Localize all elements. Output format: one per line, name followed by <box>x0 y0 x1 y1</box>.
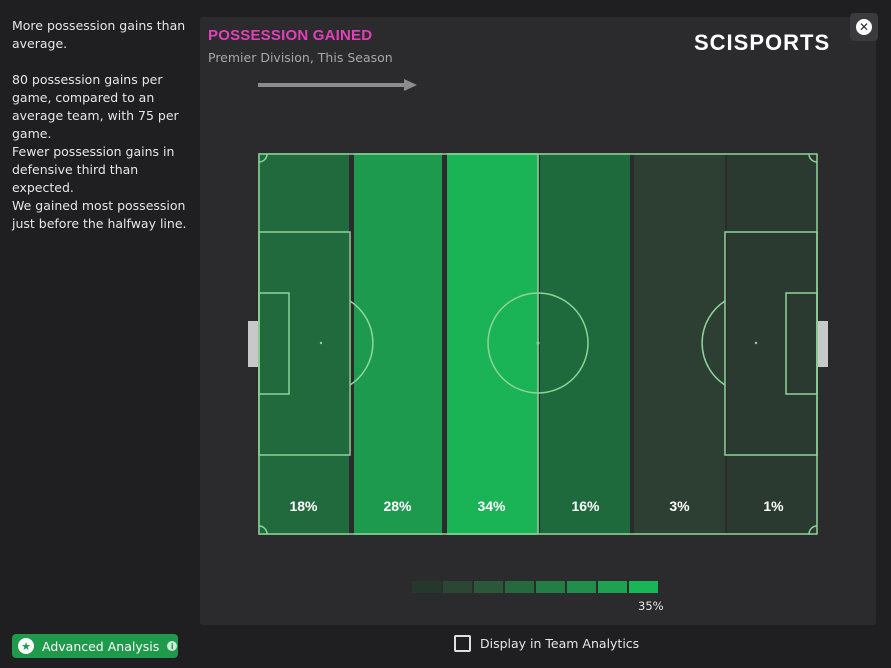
left-penalty-spot <box>319 341 323 345</box>
right-six-yard-box <box>785 292 818 395</box>
zone-6-label: 1% <box>763 498 784 514</box>
legend-step <box>505 581 534 593</box>
zone-3-label: 34% <box>477 498 506 514</box>
zone-1 <box>258 153 349 535</box>
insight-text: 80 possession gains per game, compared t… <box>12 72 179 141</box>
pitch-heatmap <box>258 153 818 535</box>
right-penalty-arc <box>701 300 726 386</box>
panel-subtitle: Premier Division, This Season <box>208 50 393 65</box>
attack-direction-arrow-icon <box>258 83 406 87</box>
advanced-analysis-label: Advanced Analysis <box>42 638 160 654</box>
zone-2-label: 28% <box>383 498 412 514</box>
sidebar: More possession gains than average. 80 p… <box>0 0 200 668</box>
panel-title: POSSESSION GAINED <box>208 27 373 44</box>
legend-step <box>412 581 441 593</box>
corner-arc <box>258 153 268 163</box>
arrow-head-icon <box>404 79 417 91</box>
legend-max-label: 35% <box>638 599 664 613</box>
close-icon: ✕ <box>856 19 872 35</box>
zone-6 <box>727 153 818 535</box>
insight-text: We gained most possession just before th… <box>12 198 187 231</box>
legend-step <box>536 581 565 593</box>
zone-4-label: 16% <box>571 498 600 514</box>
display-in-team-analytics-toggle[interactable]: Display in Team Analytics <box>454 635 639 652</box>
info-icon[interactable]: i <box>167 641 178 651</box>
heat-legend <box>412 581 660 593</box>
left-penalty-arc <box>349 300 374 386</box>
zone-3 <box>447 153 538 535</box>
close-button[interactable]: ✕ <box>850 13 878 41</box>
zone-5 <box>634 153 725 535</box>
left-six-yard-box <box>258 292 290 395</box>
checkbox[interactable] <box>454 635 471 652</box>
corner-arc <box>808 525 818 535</box>
centre-circle <box>487 292 589 394</box>
right-penalty-spot <box>754 341 758 345</box>
left-goal <box>248 321 258 367</box>
zone-1-label: 18% <box>289 498 318 514</box>
zone-5-label: 3% <box>669 498 690 514</box>
legend-step <box>598 581 627 593</box>
insight-text: Fewer possession gains in defensive thir… <box>12 144 175 195</box>
legend-step <box>629 581 658 593</box>
star-icon: ★ <box>18 638 34 654</box>
zone-fills <box>258 153 818 535</box>
right-goal <box>818 321 828 367</box>
insight-text: More possession gains than average. <box>12 18 186 51</box>
legend-step <box>567 581 596 593</box>
scisports-logo: SCISPORTS <box>694 30 831 55</box>
centre-spot <box>536 341 540 345</box>
advanced-analysis-button[interactable]: ★ Advanced Analysis i <box>12 634 178 658</box>
legend-step <box>443 581 472 593</box>
pitch-lines <box>258 153 818 535</box>
corner-arc <box>258 525 268 535</box>
zone-2 <box>354 153 442 535</box>
zone-4 <box>540 153 630 535</box>
corner-arc <box>808 153 818 163</box>
legend-step <box>474 581 503 593</box>
display-label: Display in Team Analytics <box>480 636 640 651</box>
